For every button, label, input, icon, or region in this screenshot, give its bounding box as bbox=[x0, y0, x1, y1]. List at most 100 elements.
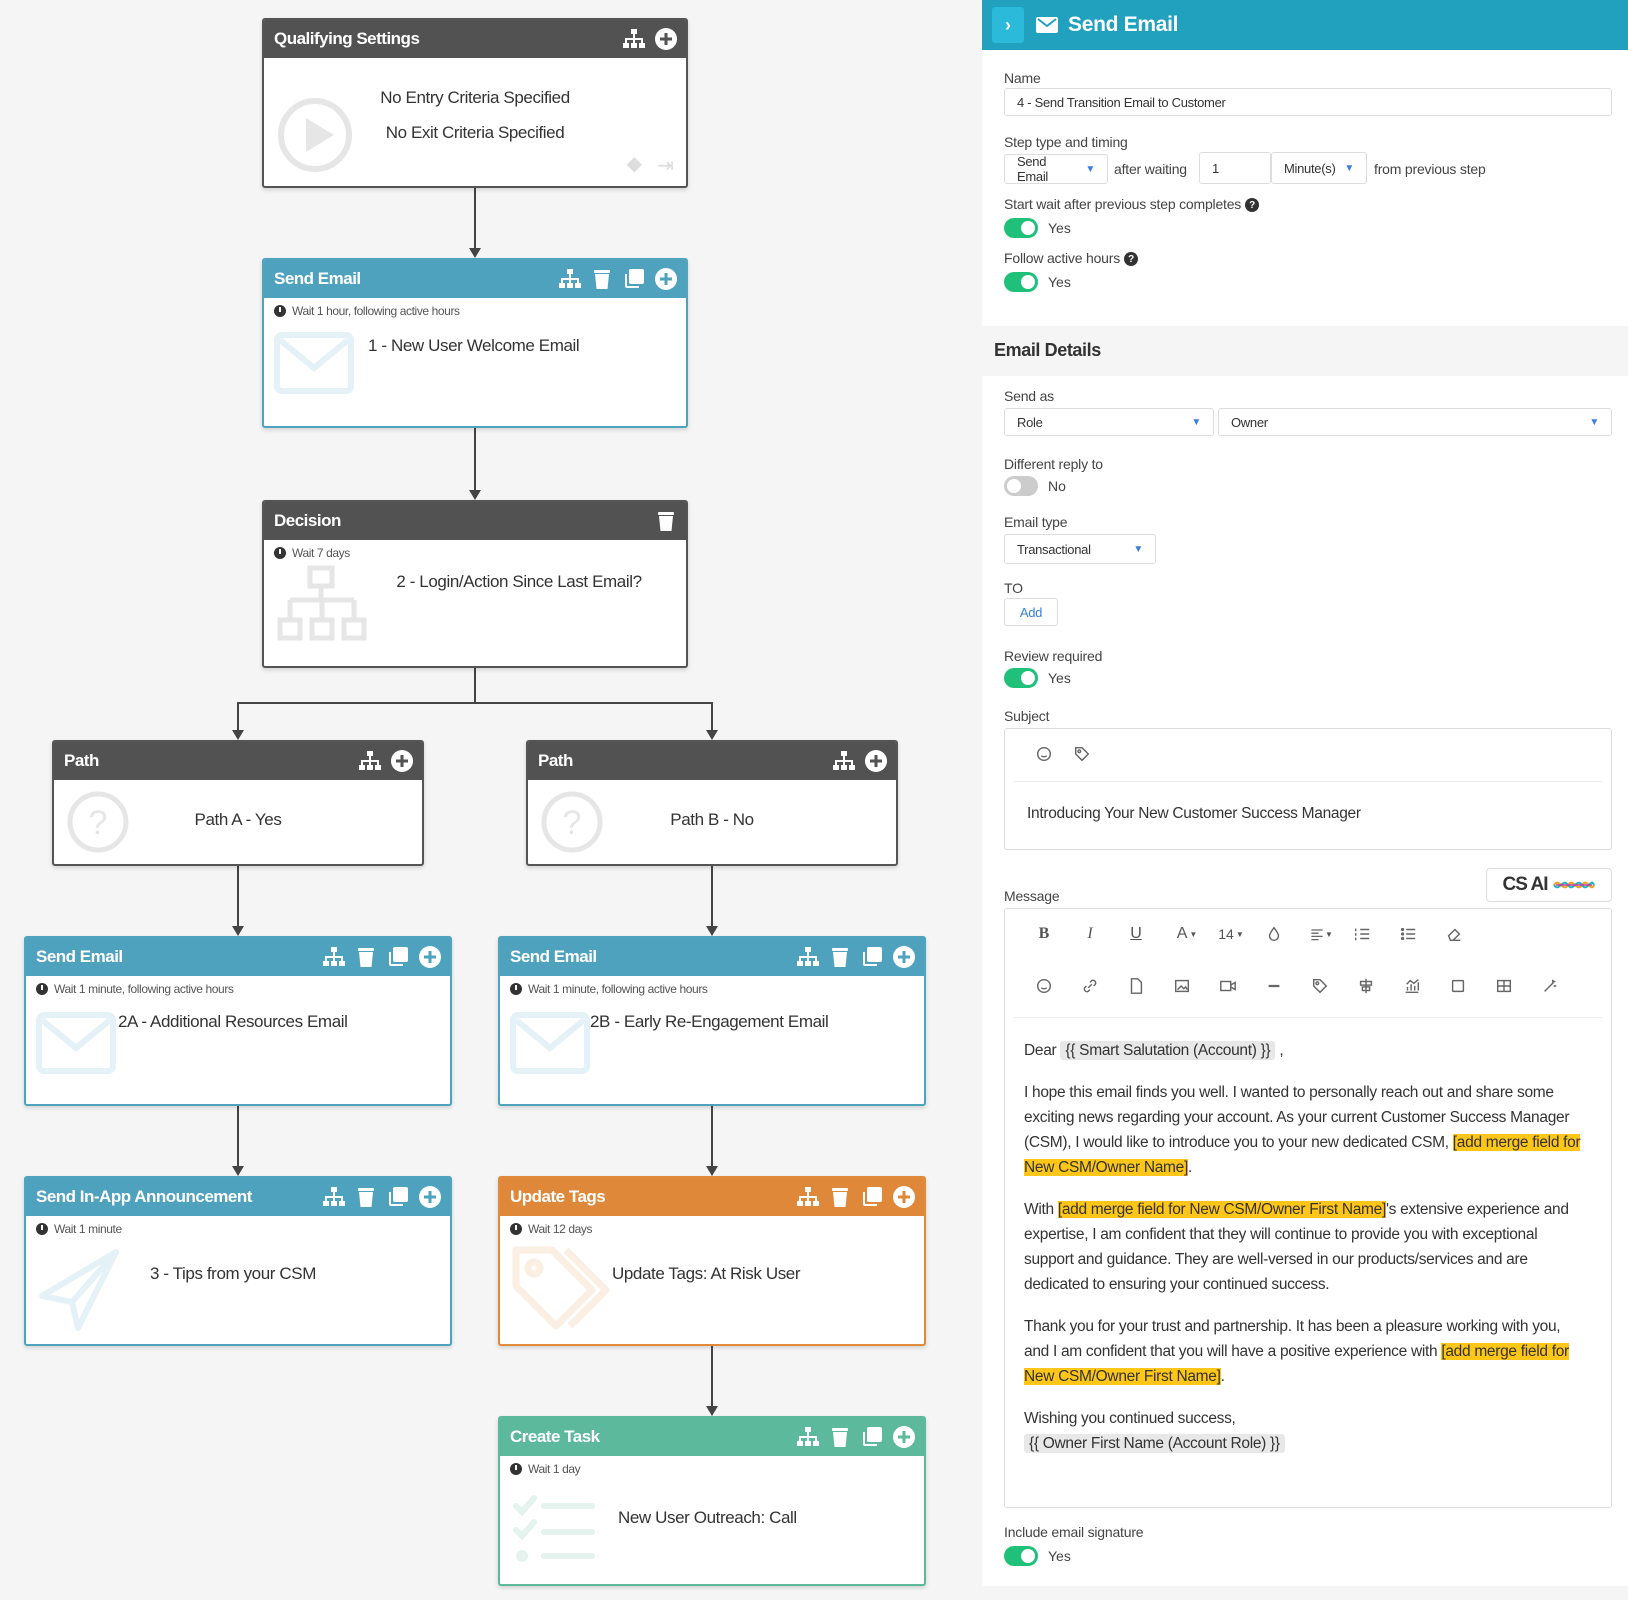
tag-icon[interactable] bbox=[1307, 973, 1333, 999]
node-header-title: Decision bbox=[274, 511, 341, 530]
add-circle-icon[interactable] bbox=[892, 945, 916, 969]
copy-icon[interactable] bbox=[860, 1425, 884, 1449]
italic-icon[interactable]: I bbox=[1087, 925, 1093, 942]
tag-icon[interactable] bbox=[1069, 741, 1095, 767]
node-create-task[interactable]: Create Task Wait 1 day New User Outreach… bbox=[498, 1416, 926, 1586]
add-circle-icon[interactable] bbox=[892, 1185, 916, 1209]
add-circle-icon[interactable] bbox=[864, 749, 888, 773]
node-qualifying-settings[interactable]: Qualifying Settings No Entry Criteria Sp… bbox=[262, 18, 688, 188]
emoji-icon[interactable] bbox=[1031, 973, 1057, 999]
unordered-list-icon[interactable] bbox=[1395, 921, 1421, 947]
reply-to-toggle[interactable] bbox=[1004, 476, 1038, 496]
trash-icon[interactable] bbox=[654, 509, 678, 533]
node-path-b[interactable]: Path ? Path B - No bbox=[526, 740, 898, 866]
trash-icon[interactable] bbox=[828, 945, 852, 969]
wait-unit-select[interactable]: Minute(s) ▼ bbox=[1271, 152, 1367, 184]
merge-field-chip[interactable]: {{ Smart Salutation (Account) }} bbox=[1060, 1041, 1276, 1060]
help-icon[interactable]: ? bbox=[1245, 198, 1260, 213]
add-circle-icon[interactable] bbox=[418, 1185, 442, 1209]
merge-field-chip[interactable]: {{ Owner First Name (Account Role) }} bbox=[1024, 1434, 1285, 1453]
active-hours-label: Follow active hours? bbox=[1004, 250, 1139, 267]
review-label: Review required bbox=[1004, 648, 1103, 664]
message-body[interactable]: Dear {{ Smart Salutation (Account) }} , … bbox=[1024, 1041, 1581, 1453]
add-circle-icon[interactable] bbox=[892, 1425, 916, 1449]
wait-label: Wait 1 minute, following active hours bbox=[26, 976, 450, 996]
font-size-select[interactable]: 14 ▼ bbox=[1218, 926, 1244, 942]
ordered-list-icon[interactable] bbox=[1349, 921, 1375, 947]
sitemap-icon[interactable] bbox=[322, 1185, 346, 1209]
wait-label: Wait 7 days bbox=[264, 540, 686, 560]
review-toggle[interactable] bbox=[1004, 668, 1038, 688]
link-icon[interactable] bbox=[1077, 973, 1103, 999]
image-icon[interactable] bbox=[1169, 973, 1195, 999]
square-icon[interactable] bbox=[1445, 973, 1471, 999]
font-color-icon[interactable]: A ▼ bbox=[1176, 925, 1198, 942]
add-circle-icon[interactable] bbox=[654, 267, 678, 291]
sitemap-icon[interactable] bbox=[796, 1425, 820, 1449]
cs-ai-button[interactable]: CS AI bbox=[1486, 868, 1612, 902]
send-as-value-select[interactable]: Owner ▼ bbox=[1218, 408, 1612, 436]
copy-icon[interactable] bbox=[860, 945, 884, 969]
collapse-panel-button[interactable]: › bbox=[992, 7, 1024, 43]
video-icon[interactable] bbox=[1215, 973, 1241, 999]
trash-icon[interactable] bbox=[354, 1185, 378, 1209]
node-send-email-2b[interactable]: Send Email Wait 1 minute, following acti… bbox=[498, 936, 926, 1106]
eraser-icon[interactable] bbox=[1441, 921, 1467, 947]
sitemap-icon[interactable] bbox=[322, 945, 346, 969]
message-editor[interactable]: B I U A ▼ 14 ▼ ▼ bbox=[1004, 908, 1612, 1508]
file-icon[interactable] bbox=[1123, 973, 1149, 999]
wait-amount-input[interactable]: 1 bbox=[1199, 152, 1271, 184]
email-type-select[interactable]: Transactional ▼ bbox=[1004, 534, 1156, 564]
table-icon[interactable] bbox=[1491, 973, 1517, 999]
subject-editor[interactable]: Introducing Your New Customer Success Ma… bbox=[1004, 728, 1612, 850]
help-icon[interactable]: ? bbox=[1124, 252, 1139, 267]
name-input[interactable]: 4 - Send Transition Email to Customer bbox=[1004, 88, 1612, 116]
node-header-title: Path bbox=[64, 751, 99, 770]
sitemap-icon[interactable] bbox=[796, 945, 820, 969]
arrow-down-icon bbox=[706, 1166, 718, 1176]
sitemap-icon[interactable] bbox=[832, 749, 856, 773]
chevron-down-icon: ▼ bbox=[1589, 416, 1599, 428]
node-path-a[interactable]: Path ? Path A - Yes bbox=[52, 740, 424, 866]
trash-icon[interactable] bbox=[354, 945, 378, 969]
magic-wand-icon[interactable] bbox=[1537, 973, 1563, 999]
sitemap-icon[interactable] bbox=[622, 27, 646, 51]
underline-icon[interactable]: U bbox=[1130, 925, 1142, 942]
trash-icon[interactable] bbox=[590, 267, 614, 291]
add-circle-icon[interactable] bbox=[390, 749, 414, 773]
step-type-select[interactable]: Send Email ▼ bbox=[1004, 154, 1108, 184]
envelope-icon bbox=[274, 332, 354, 394]
add-circle-icon[interactable] bbox=[654, 27, 678, 51]
start-wait-toggle[interactable] bbox=[1004, 218, 1038, 238]
sitemap-icon[interactable] bbox=[796, 1185, 820, 1209]
copy-icon[interactable] bbox=[622, 267, 646, 291]
node-title: Path B - No bbox=[670, 810, 754, 829]
to-add-button[interactable]: Add bbox=[1004, 598, 1058, 626]
copy-icon[interactable] bbox=[386, 1185, 410, 1209]
connector bbox=[711, 864, 713, 926]
horizontal-rule-icon[interactable] bbox=[1261, 973, 1287, 999]
chart-icon[interactable] bbox=[1399, 973, 1425, 999]
clock-icon bbox=[274, 305, 286, 317]
node-send-email-1[interactable]: Send Email Wait 1 hour, following active… bbox=[262, 258, 688, 428]
trash-icon[interactable] bbox=[828, 1185, 852, 1209]
text-highlight-icon[interactable] bbox=[1261, 921, 1287, 947]
signature-toggle[interactable] bbox=[1004, 1546, 1038, 1566]
bold-icon[interactable]: B bbox=[1038, 925, 1050, 942]
align-center-block-icon[interactable] bbox=[1353, 973, 1379, 999]
send-as-type-select[interactable]: Role ▼ bbox=[1004, 408, 1214, 436]
node-in-app-announcement[interactable]: Send In-App Announcement Wait 1 minute 3… bbox=[24, 1176, 452, 1346]
copy-icon[interactable] bbox=[386, 945, 410, 969]
add-circle-icon[interactable] bbox=[418, 945, 442, 969]
node-decision[interactable]: Decision Wait 7 days 2 - Login/Action Si… bbox=[262, 500, 688, 668]
node-update-tags[interactable]: Update Tags Wait 12 days Update Tags: At… bbox=[498, 1176, 926, 1346]
sitemap-icon[interactable] bbox=[358, 749, 382, 773]
copy-icon[interactable] bbox=[860, 1185, 884, 1209]
active-hours-toggle[interactable] bbox=[1004, 272, 1038, 292]
timing-label: Step type and timing bbox=[1004, 134, 1128, 150]
sitemap-icon[interactable] bbox=[558, 267, 582, 291]
node-send-email-2a[interactable]: Send Email Wait 1 minute, following acti… bbox=[24, 936, 452, 1106]
emoji-icon[interactable] bbox=[1031, 741, 1057, 767]
align-icon[interactable]: ▼ bbox=[1303, 921, 1339, 947]
trash-icon[interactable] bbox=[828, 1425, 852, 1449]
